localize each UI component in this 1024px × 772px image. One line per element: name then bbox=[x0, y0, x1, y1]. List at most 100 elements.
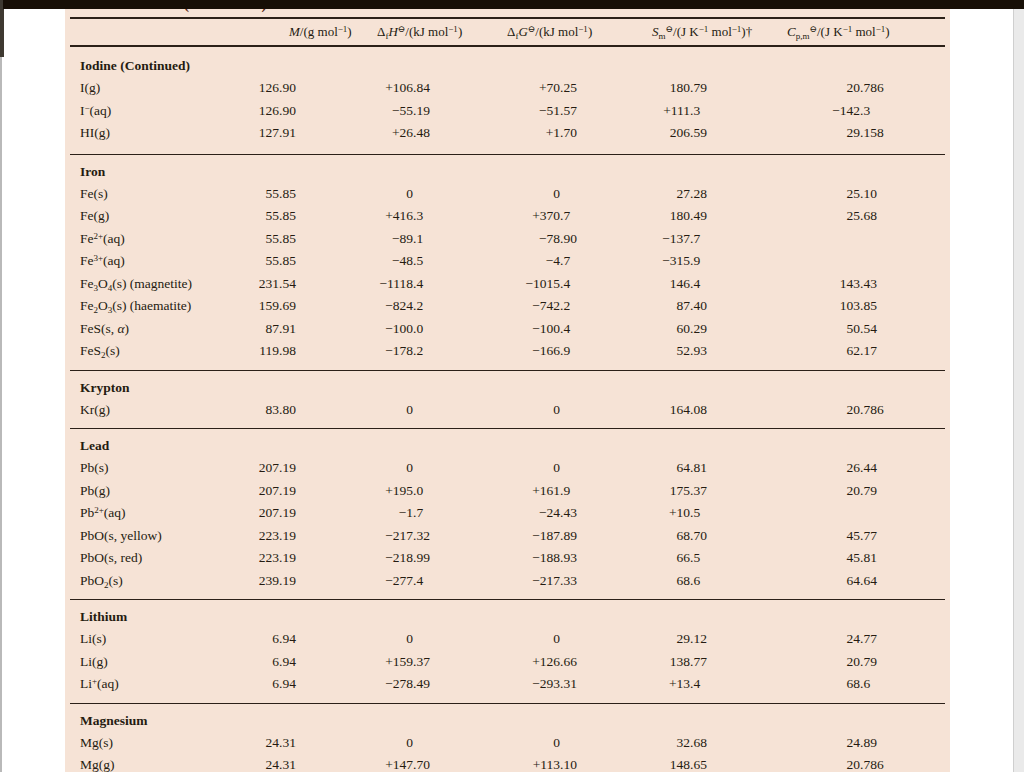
integer-part: 55 bbox=[255, 205, 279, 228]
value-cell: 68.6 bbox=[753, 673, 945, 696]
number: 126.90 bbox=[255, 77, 343, 100]
species-cell: Li(s) bbox=[70, 628, 255, 651]
page-edge-strip bbox=[1013, 0, 1024, 772]
number: −1.7 bbox=[343, 502, 473, 525]
section-title: Lithium bbox=[70, 606, 945, 628]
number: 223.19 bbox=[255, 547, 343, 570]
integer-part: −1 bbox=[343, 502, 413, 525]
integer-part: −293 bbox=[473, 673, 560, 696]
value-cell: 62.17 bbox=[753, 340, 945, 363]
value-cell: +161.9 bbox=[473, 480, 618, 503]
number: 119.98 bbox=[255, 340, 343, 363]
integer-part: −4 bbox=[473, 250, 560, 273]
number: 32.68 bbox=[618, 732, 753, 755]
value-cell: 0 bbox=[343, 732, 473, 755]
window-top-edge-bar bbox=[3, 0, 1024, 9]
integer-part: +26 bbox=[343, 122, 413, 145]
section-title: Iodine (Continued) bbox=[70, 55, 945, 77]
number: 20.79 bbox=[753, 651, 945, 674]
number: −78.90 bbox=[473, 228, 618, 251]
section-title: Lead bbox=[70, 435, 945, 457]
species-cell: Pb(s) bbox=[70, 457, 255, 480]
integer-part: 0 bbox=[343, 183, 413, 206]
thermodynamic-data-table: M/(g mol−1)ΔfH⊖/(kJ mol−1)ΔfG⊖/(kJ mol−1… bbox=[70, 17, 945, 772]
value-cell: +1.70 bbox=[473, 122, 618, 145]
integer-part: 20 bbox=[753, 480, 860, 503]
value-cell: 6.94 bbox=[255, 628, 343, 651]
number: 87.40 bbox=[618, 295, 753, 318]
integer-part: −1118 bbox=[343, 273, 413, 296]
integer-part: −48 bbox=[343, 250, 413, 273]
value-cell: 0 bbox=[473, 399, 618, 422]
fraction-part: .7 bbox=[560, 205, 570, 228]
integer-part: 20 bbox=[753, 754, 860, 772]
integer-part: −1015 bbox=[473, 273, 560, 296]
number: 231.54 bbox=[255, 273, 343, 296]
integer-part: −51 bbox=[473, 100, 560, 123]
fraction-part: .4 bbox=[560, 273, 570, 296]
integer-part: 175 bbox=[618, 480, 690, 503]
value-cell: +106.84 bbox=[343, 77, 473, 100]
fraction-part: .57 bbox=[560, 100, 577, 123]
number: 148.65 bbox=[618, 754, 753, 772]
value-cell: −187.89 bbox=[473, 525, 618, 548]
value-cell: 52.93 bbox=[618, 340, 753, 363]
integer-part: 126 bbox=[255, 77, 279, 100]
integer-part: 207 bbox=[255, 457, 279, 480]
value-cell: 66.5 bbox=[618, 547, 753, 570]
fraction-part: .43 bbox=[560, 502, 577, 525]
integer-part: 68 bbox=[753, 673, 860, 696]
integer-part: −100 bbox=[473, 318, 560, 341]
number: 0 bbox=[343, 628, 473, 651]
integer-part: −166 bbox=[473, 340, 560, 363]
fraction-part: .79 bbox=[860, 480, 877, 503]
number: 0 bbox=[343, 457, 473, 480]
integer-part: 25 bbox=[753, 183, 860, 206]
species-cell: PbO(s, yellow) bbox=[70, 525, 255, 548]
fraction-part: .3 bbox=[860, 100, 870, 123]
fraction-part: .5 bbox=[413, 250, 423, 273]
value-cell: 25.68 bbox=[753, 205, 945, 228]
number: −218.99 bbox=[343, 547, 473, 570]
integer-part: −142 bbox=[753, 100, 860, 123]
value-cell: 24.77 bbox=[753, 628, 945, 651]
value-cell: 180.49 bbox=[618, 205, 753, 228]
number: −187.89 bbox=[473, 525, 618, 548]
integer-part: +195 bbox=[343, 480, 413, 503]
fraction-part: .48 bbox=[413, 122, 430, 145]
value-cell: 24.89 bbox=[753, 732, 945, 755]
number: +26.48 bbox=[343, 122, 473, 145]
integer-part: −742 bbox=[473, 295, 560, 318]
integer-part: 223 bbox=[255, 525, 279, 548]
number: +370.7 bbox=[473, 205, 618, 228]
value-cell: −278.49 bbox=[343, 673, 473, 696]
table-header-row: M/(g mol−1)ΔfH⊖/(kJ mol−1)ΔfG⊖/(kJ mol−1… bbox=[70, 17, 945, 47]
number: 55.85 bbox=[255, 205, 343, 228]
value-cell: 24.31 bbox=[255, 732, 343, 755]
value-cell: 32.68 bbox=[618, 732, 753, 755]
fraction-part: .94 bbox=[279, 673, 296, 696]
number: 175.37 bbox=[618, 480, 753, 503]
fraction-part: .66 bbox=[560, 651, 577, 674]
integer-part: 143 bbox=[753, 273, 860, 296]
value-cell: −100.4 bbox=[473, 318, 618, 341]
fraction-part: .77 bbox=[860, 628, 877, 651]
integer-part: 64 bbox=[753, 570, 860, 593]
fraction-part: .89 bbox=[860, 732, 877, 755]
species-cell: Fe3O4(s) (magnetite) bbox=[70, 273, 255, 296]
fraction-part: .28 bbox=[690, 183, 707, 206]
number: −278.49 bbox=[343, 673, 473, 696]
integer-part: 62 bbox=[753, 340, 860, 363]
integer-part: 45 bbox=[753, 547, 860, 570]
number: 0 bbox=[473, 457, 618, 480]
value-cell: 29.158 bbox=[753, 122, 945, 145]
value-cell: 180.79 bbox=[618, 77, 753, 100]
value-cell: 87.91 bbox=[255, 318, 343, 341]
value-cell: 164.08 bbox=[618, 399, 753, 422]
number: 24.89 bbox=[753, 732, 945, 755]
value-cell: +147.70 bbox=[343, 754, 473, 772]
number: −142.3 bbox=[753, 100, 945, 123]
value-cell: 207.19 bbox=[255, 457, 343, 480]
number: +1.70 bbox=[473, 122, 618, 145]
number: 143.43 bbox=[753, 273, 945, 296]
